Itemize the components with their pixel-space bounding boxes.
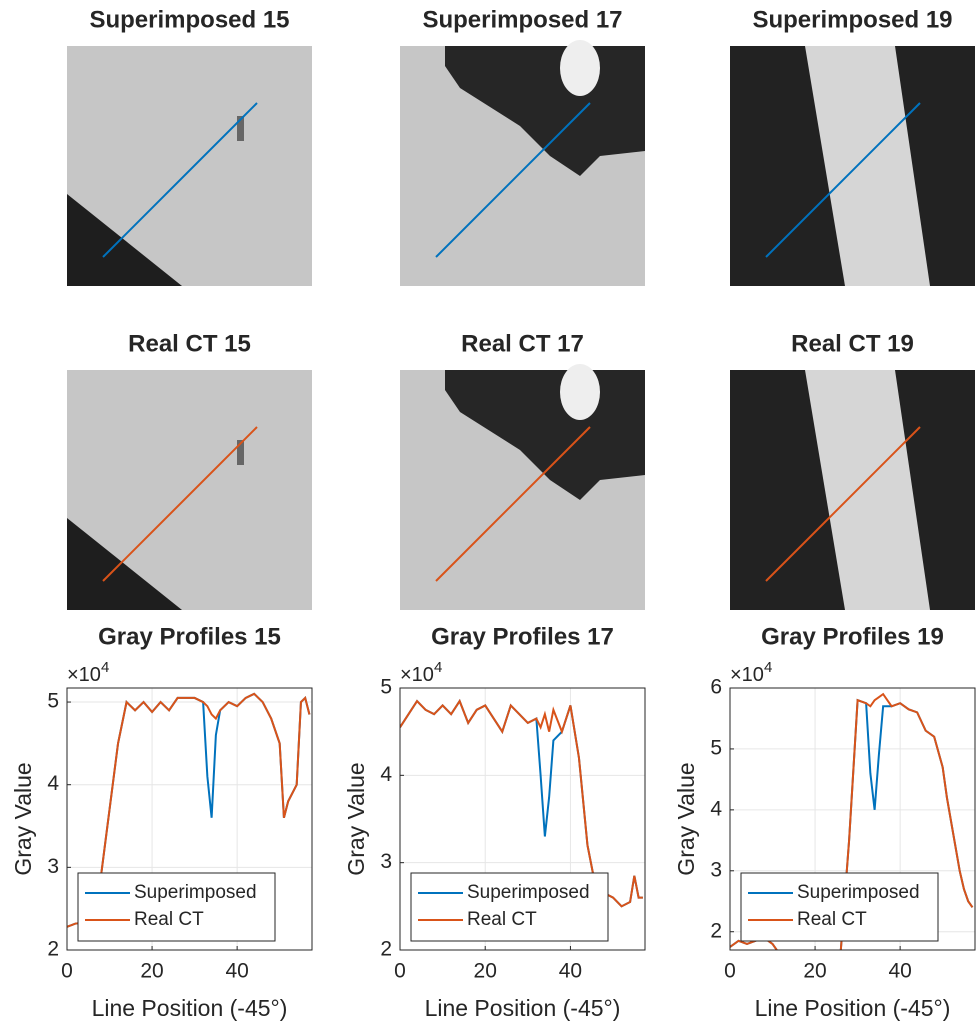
series-group — [400, 698, 643, 908]
y-scale-base: ×10 — [730, 664, 764, 686]
x-axis-label: Line Position (-45°) — [92, 995, 288, 1021]
ct-bright-band — [805, 46, 930, 286]
ct-bright-spot — [560, 40, 600, 96]
y-scale-base: ×10 — [400, 664, 434, 686]
legend-label: Real CT — [467, 909, 537, 930]
image-title: Superimposed 19 — [752, 6, 952, 33]
y-axis-label: Gray Value — [343, 762, 369, 875]
y-tick-label: 3 — [380, 850, 392, 873]
y-axis-label: Gray Value — [673, 762, 699, 875]
ct-image — [730, 370, 975, 610]
x-tick-label: 40 — [225, 960, 248, 983]
legend-label: Superimposed — [134, 882, 257, 903]
axes-box — [729, 687, 976, 951]
ct-image — [67, 46, 312, 286]
x-tick-label: 40 — [559, 960, 582, 983]
y-scale-base: ×10 — [67, 664, 101, 686]
profile-line — [765, 426, 921, 582]
y-tick-label: 5 — [380, 676, 392, 699]
legend-label: Real CT — [797, 909, 867, 930]
y-tick-label: 4 — [380, 763, 392, 786]
profile-line — [765, 102, 921, 258]
x-axis-label: Line Position (-45°) — [425, 995, 621, 1021]
x-tick-label: 0 — [394, 960, 406, 983]
y-tick-label: 4 — [47, 772, 59, 795]
legend-label: Superimposed — [467, 882, 590, 903]
y-tick-label: 3 — [47, 855, 59, 878]
profile-line — [435, 426, 591, 582]
y-tick-label: 2 — [710, 919, 722, 942]
axes-box — [399, 687, 646, 951]
chart-title: Gray Profiles 17 — [431, 623, 614, 650]
ct-image — [67, 370, 312, 610]
x-tick-label: 0 — [724, 960, 736, 983]
ct-image — [400, 364, 645, 610]
x-tick-label: 20 — [803, 960, 826, 983]
legend-box — [740, 872, 939, 942]
y-scale-exponent: 4 — [764, 659, 772, 676]
ct-spot — [237, 116, 244, 141]
profile-line — [435, 102, 591, 258]
y-tick-label: 3 — [710, 858, 722, 881]
y-scale-label: ×104 — [730, 659, 772, 686]
x-tick-label: 40 — [888, 960, 911, 983]
x-axis-label: Line Position (-45°) — [755, 995, 951, 1021]
y-scale-exponent: 4 — [101, 659, 109, 676]
x-tick-label: 20 — [474, 960, 497, 983]
legend-label: Real CT — [134, 909, 204, 930]
y-tick-label: 5 — [47, 690, 59, 713]
chart-title: Gray Profiles 15 — [98, 623, 281, 650]
legend-box — [410, 872, 609, 942]
y-scale-label: ×104 — [67, 659, 109, 686]
y-tick-label: 5 — [710, 736, 722, 759]
legend-box — [77, 872, 276, 942]
y-tick-label: 6 — [710, 676, 722, 699]
x-tick-label: 0 — [61, 960, 73, 983]
axes-box — [66, 687, 313, 951]
legend-label: Superimposed — [797, 882, 920, 903]
image-title: Real CT 17 — [461, 330, 584, 357]
profile-line — [102, 426, 258, 582]
profile-line — [102, 102, 258, 258]
chart-title: Gray Profiles 19 — [761, 623, 944, 650]
image-title: Real CT 15 — [128, 330, 251, 357]
y-tick-label: 4 — [710, 797, 722, 820]
ct-dark-region — [67, 518, 182, 610]
y-scale-exponent: 4 — [434, 659, 442, 676]
ct-image — [730, 46, 975, 286]
ct-image — [400, 40, 645, 286]
series-line — [400, 698, 643, 908]
y-scale-label: ×104 — [400, 659, 442, 686]
series-group — [67, 692, 311, 928]
ct-bright-band — [805, 370, 930, 610]
series-group — [730, 692, 974, 950]
y-axis-label: Gray Value — [10, 762, 36, 875]
ct-spot — [237, 440, 244, 465]
image-title: Real CT 19 — [791, 330, 914, 357]
ct-bright-spot — [560, 364, 600, 420]
y-tick-label: 2 — [380, 938, 392, 961]
ct-dark-region — [67, 194, 182, 286]
series-line — [67, 692, 311, 928]
y-tick-label: 2 — [47, 938, 59, 961]
x-tick-label: 20 — [140, 960, 163, 983]
image-title: Superimposed 17 — [422, 6, 622, 33]
series-line — [730, 692, 974, 950]
image-title: Superimposed 15 — [89, 6, 289, 33]
